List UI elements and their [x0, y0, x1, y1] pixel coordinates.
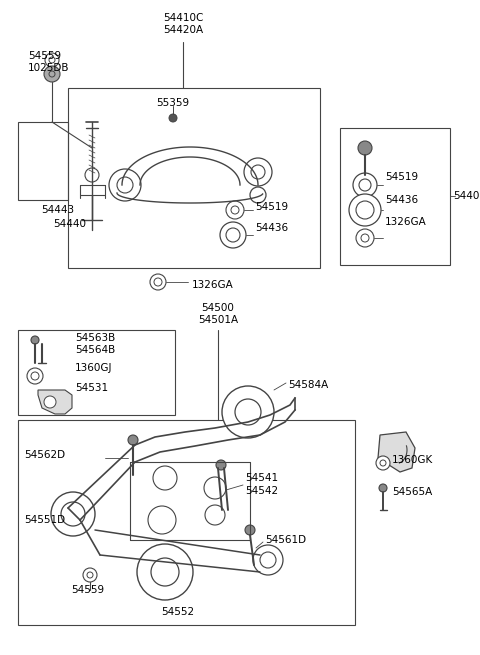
Text: 1360GK: 1360GK: [392, 455, 433, 465]
Polygon shape: [38, 390, 72, 414]
Text: 54436: 54436: [255, 223, 288, 233]
Circle shape: [128, 435, 138, 445]
Text: 54584A: 54584A: [288, 380, 328, 390]
Text: 1326GA: 1326GA: [192, 280, 234, 290]
Text: 54565A: 54565A: [392, 487, 432, 497]
Circle shape: [169, 114, 177, 122]
Text: 1360GJ: 1360GJ: [75, 363, 112, 373]
Circle shape: [205, 505, 225, 525]
Circle shape: [216, 460, 226, 470]
Polygon shape: [378, 432, 415, 472]
Bar: [340, 128, 450, 265]
Circle shape: [260, 552, 276, 568]
Circle shape: [220, 222, 246, 248]
Text: 54561D: 54561D: [265, 535, 306, 545]
Text: 54443: 54443: [41, 205, 74, 215]
Bar: [18, 420, 355, 625]
Circle shape: [154, 278, 162, 286]
Text: 54500: 54500: [202, 303, 234, 313]
Circle shape: [151, 558, 179, 586]
Circle shape: [376, 456, 390, 470]
Text: 54552: 54552: [161, 607, 194, 617]
Circle shape: [226, 201, 244, 219]
Text: 54542: 54542: [245, 486, 278, 496]
Bar: [18, 122, 68, 200]
Circle shape: [49, 57, 55, 63]
Circle shape: [31, 372, 39, 380]
Circle shape: [44, 396, 56, 408]
Circle shape: [44, 66, 60, 82]
Circle shape: [153, 466, 177, 490]
Text: 54563B: 54563B: [75, 333, 115, 343]
Circle shape: [361, 234, 369, 242]
Text: 54541: 54541: [245, 473, 278, 483]
Text: 54531: 54531: [75, 383, 108, 393]
Text: 54551D: 54551D: [24, 515, 65, 525]
Circle shape: [250, 187, 266, 203]
Circle shape: [356, 201, 374, 219]
Bar: [18, 330, 175, 415]
Circle shape: [148, 506, 176, 534]
Text: 54420A: 54420A: [163, 25, 203, 35]
Text: 54559: 54559: [28, 51, 61, 61]
Circle shape: [51, 492, 95, 536]
Circle shape: [245, 525, 255, 535]
Circle shape: [150, 274, 166, 290]
Text: 54559: 54559: [72, 585, 105, 595]
Circle shape: [31, 336, 39, 344]
Text: 54519: 54519: [385, 172, 418, 182]
Circle shape: [117, 177, 133, 193]
Circle shape: [27, 368, 43, 384]
Circle shape: [87, 572, 93, 578]
Circle shape: [253, 545, 283, 575]
Circle shape: [83, 568, 97, 582]
Circle shape: [359, 179, 371, 191]
Circle shape: [356, 229, 374, 247]
Text: 1025DB: 1025DB: [28, 63, 70, 73]
Circle shape: [109, 169, 141, 201]
Circle shape: [251, 165, 265, 179]
Circle shape: [45, 53, 59, 67]
Text: 54562D: 54562D: [24, 450, 65, 460]
Text: 54501A: 54501A: [198, 315, 238, 325]
Circle shape: [85, 168, 99, 182]
Text: 54410C: 54410C: [163, 13, 203, 23]
Circle shape: [358, 141, 372, 155]
Circle shape: [349, 194, 381, 226]
Text: 54436: 54436: [385, 195, 418, 205]
Circle shape: [49, 71, 55, 77]
Circle shape: [353, 173, 377, 197]
Text: 54519: 54519: [255, 202, 288, 212]
Circle shape: [226, 228, 240, 242]
Bar: [68, 88, 320, 268]
Circle shape: [380, 460, 386, 466]
Circle shape: [222, 386, 274, 438]
Text: 54440: 54440: [53, 219, 86, 229]
Circle shape: [204, 477, 226, 499]
Text: 55359: 55359: [156, 98, 190, 108]
Circle shape: [61, 502, 85, 526]
Circle shape: [137, 544, 193, 600]
Circle shape: [244, 158, 272, 186]
Text: 54564B: 54564B: [75, 345, 115, 355]
Circle shape: [379, 484, 387, 492]
Text: 1326GA: 1326GA: [385, 217, 427, 227]
Circle shape: [235, 399, 261, 425]
Text: 54403A: 54403A: [453, 191, 480, 201]
Circle shape: [231, 206, 239, 214]
